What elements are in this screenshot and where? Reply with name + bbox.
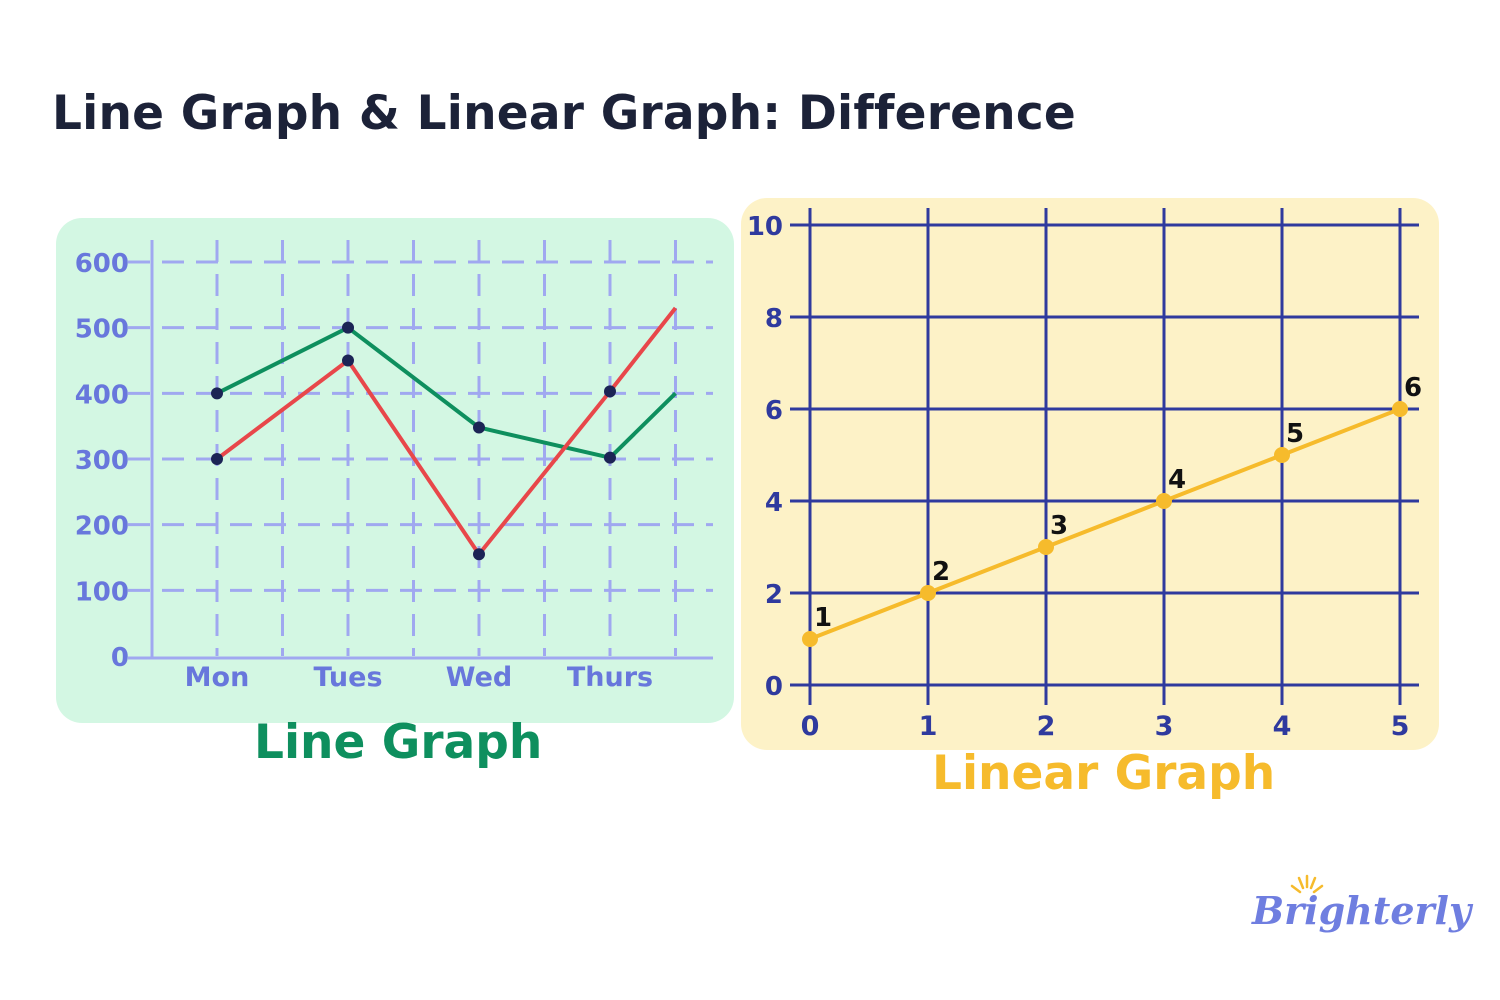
y-tick-label: 6	[765, 396, 783, 426]
series-1-point	[342, 321, 354, 334]
linear-graph-chart: 0 2 4 6 8 10 0 1 2 3 4 5 1 2 3 4 5 6	[747, 208, 1422, 742]
y-tick-label: 100	[75, 577, 129, 607]
linear-series-point	[802, 631, 818, 647]
y-tick-label: 300	[75, 446, 129, 476]
series-line-2	[215, 306, 678, 557]
y-tick-label: 200	[75, 512, 129, 542]
y-tick-label: 10	[747, 212, 783, 242]
series-2-point	[473, 548, 485, 561]
point-label: 1	[814, 603, 832, 633]
line-graph-caption: Line Graph	[254, 715, 543, 770]
x-category-label: Thurs	[567, 662, 653, 693]
series-2-point	[342, 354, 354, 367]
x-tick-label: 1	[919, 711, 938, 742]
point-label: 6	[1404, 373, 1422, 403]
x-tick-label: 0	[801, 711, 820, 742]
series-1-point	[473, 421, 485, 434]
x-tick-label: 4	[1273, 711, 1292, 742]
y-tick-label: 4	[765, 488, 783, 518]
linear-series-line	[809, 407, 1401, 641]
x-tick-label: 2	[1037, 711, 1056, 742]
point-label: 5	[1286, 419, 1304, 449]
point-label: 3	[1050, 511, 1068, 541]
y-tick-label: 600	[75, 249, 129, 279]
x-category-label: Mon	[185, 662, 250, 693]
y-tick-label: 2	[765, 580, 783, 610]
series-2-point	[211, 453, 223, 465]
sun-rays-icon	[1290, 874, 1324, 894]
linear-series-point	[1274, 447, 1290, 463]
line-graph-panel: 0 100 200 300 400 500 600 Mon Tues Wed Thurs	[56, 218, 734, 723]
y-tick-label: 500	[75, 315, 129, 345]
page-title: Line Graph & Linear Graph: Difference	[52, 86, 1076, 141]
line-graph-chart: 0 100 200 300 400 500 600 Mon Tues Wed Thurs	[75, 240, 713, 693]
x-tick-label: 3	[1155, 711, 1174, 742]
y-tick-label: 0	[111, 643, 129, 673]
linear-series-point	[1156, 493, 1172, 509]
linear-series-point	[1038, 539, 1054, 555]
linear-series-point	[1392, 401, 1408, 417]
x-category-label: Wed	[446, 662, 512, 693]
linear-graph-caption: Linear Graph	[932, 746, 1276, 801]
point-label: 4	[1168, 465, 1186, 495]
linear-graph-panel: 0 2 4 6 8 10 0 1 2 3 4 5 1 2 3 4 5 6	[741, 198, 1439, 750]
series-1-point	[211, 387, 223, 400]
series-2-point	[604, 385, 616, 398]
x-category-label: Tues	[313, 662, 382, 693]
y-tick-label: 0	[765, 672, 783, 702]
linear-series-point	[920, 585, 936, 601]
series-1-point	[604, 451, 616, 464]
brand-name: Brighterly	[1252, 888, 1472, 933]
y-tick-label: 400	[75, 380, 129, 410]
y-tick-label: 8	[765, 304, 783, 334]
x-tick-label: 5	[1391, 711, 1410, 742]
point-label: 2	[932, 557, 950, 587]
brighterly-logo: Brighterly	[1252, 872, 1471, 947]
